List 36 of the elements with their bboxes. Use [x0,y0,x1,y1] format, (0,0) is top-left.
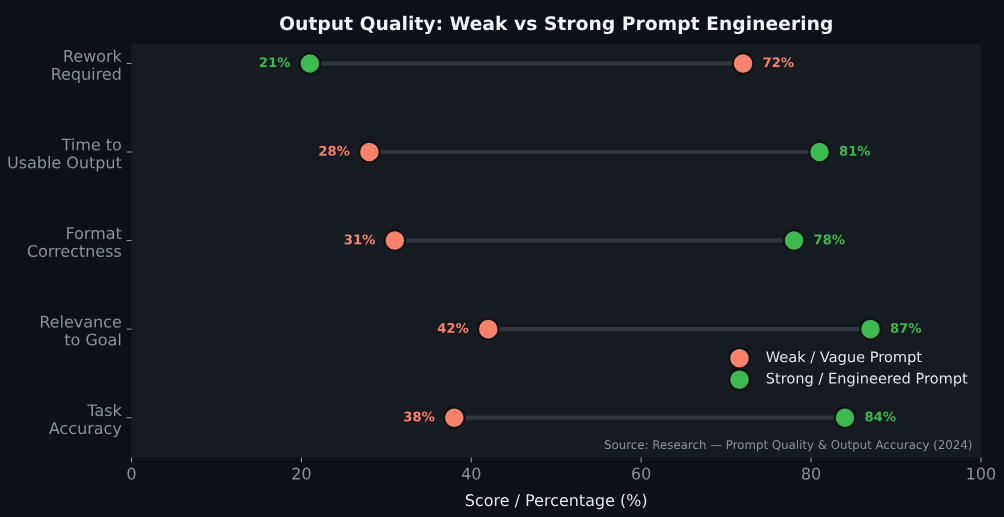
data-label: 38% [404,411,435,422]
x-tick-label: 40 [461,467,481,480]
point [476,317,500,341]
x-axis-title: Score / Percentage (%) [465,493,647,510]
point [731,52,755,75]
legend-label: Strong / Engineered Prompt [766,372,968,387]
y-tick-label: Task Accuracy [49,403,122,438]
y-tick-label: Relevance to Goal [40,315,121,346]
data-label: 31% [344,234,375,245]
x-tick-label: 80 [801,467,821,480]
point [782,229,806,252]
data-label: 81% [839,145,871,156]
chart-title: Output Quality: Weak vs Strong Prompt Engineering [280,15,832,35]
point [358,140,381,164]
data-label: 28% [319,145,350,156]
data-label: 84% [865,411,896,422]
point [808,140,831,164]
data-label: 21% [259,57,291,68]
x-tick-label: 20 [292,467,311,480]
x-tick-label: 60 [632,467,651,480]
x-tick-label: 0 [127,467,136,480]
data-label: 42% [437,322,469,333]
point [442,406,466,430]
annotation: Source: Research — Prompt Quality & Output Accuracy (2024) [604,439,972,452]
point [298,52,322,75]
data-label: 87% [890,322,922,333]
y-tick-label: Format Correctness [27,227,122,258]
data-label: 72% [763,57,794,68]
x-tick-label: 100 [967,467,996,480]
y-tick-label: Rework Required [52,49,122,83]
data-label: 78% [814,234,845,245]
point [383,229,407,252]
y-tick-label: Time to Usable Output [8,138,122,172]
point [859,317,882,341]
legend-label: Weak / Vague Prompt [766,351,922,366]
point [833,406,857,430]
